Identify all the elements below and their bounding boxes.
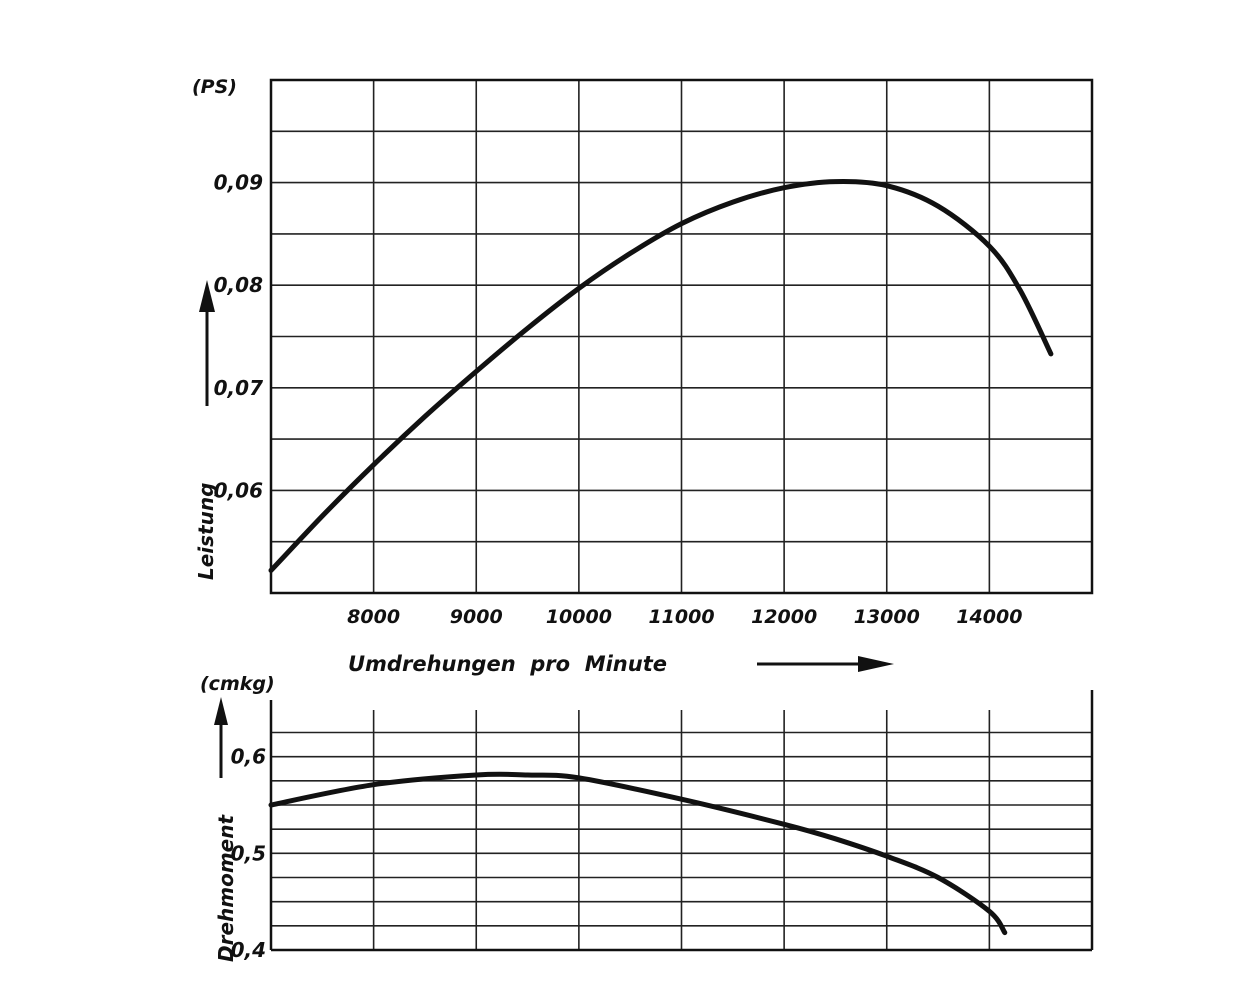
power-y-tick-label: 0,08 (214, 273, 263, 297)
torque-chart-grid (269, 690, 1094, 952)
rpm-right-arrow-icon (757, 656, 894, 672)
power-y-tick-label: 0,09 (214, 171, 263, 195)
rpm-axis-label: Umdrehungen pro Minute (348, 652, 667, 676)
rpm-x-tick-label: 13000 (854, 606, 920, 628)
torque-unit-label: (cmkg) (200, 673, 275, 695)
torque-series-line (268, 771, 1008, 936)
rpm-x-tick-label: 9000 (450, 606, 503, 628)
rpm-x-tick-label: 14000 (956, 606, 1022, 628)
power-y-tick-labels: 0,06 0,07 0,08 0,09 (214, 171, 263, 503)
power-chart: (PS) 0,06 0,07 0,08 0,09 8000 9000 10000 11000… (192, 76, 1094, 676)
power-y-tick-label: 0,07 (214, 376, 263, 400)
rpm-x-tick-labels: 8000 9000 10000 11000 12000 13000 14000 (347, 606, 1022, 628)
rpm-x-tick-label: 11000 (648, 606, 714, 628)
rpm-x-tick-label: 8000 (347, 606, 400, 628)
torque-y-tick-label: 0,4 (231, 938, 266, 962)
torque-y-tick-labels: 0,4 0,5 0,6 (231, 745, 267, 962)
power-series-line (268, 178, 1054, 573)
power-axis-label: Leistung (194, 483, 218, 580)
torque-chart: (cmkg) 0,4 0,5 0,6 Drehmoment (200, 673, 1094, 962)
power-unit-label: (PS) (192, 76, 237, 98)
power-chart-grid (271, 80, 1092, 593)
torque-y-tick-label: 0,5 (231, 841, 266, 865)
power-chart-frame (269, 78, 1094, 595)
power-y-tick-label: 0,06 (214, 478, 263, 502)
torque-axis-label: Drehmoment (214, 814, 238, 962)
rpm-x-tick-label: 10000 (546, 606, 612, 628)
torque-up-arrow-icon (214, 697, 228, 778)
power-up-arrow-icon (199, 280, 215, 406)
rpm-x-tick-label: 12000 (751, 606, 817, 628)
torque-y-tick-label: 0,6 (231, 745, 267, 769)
